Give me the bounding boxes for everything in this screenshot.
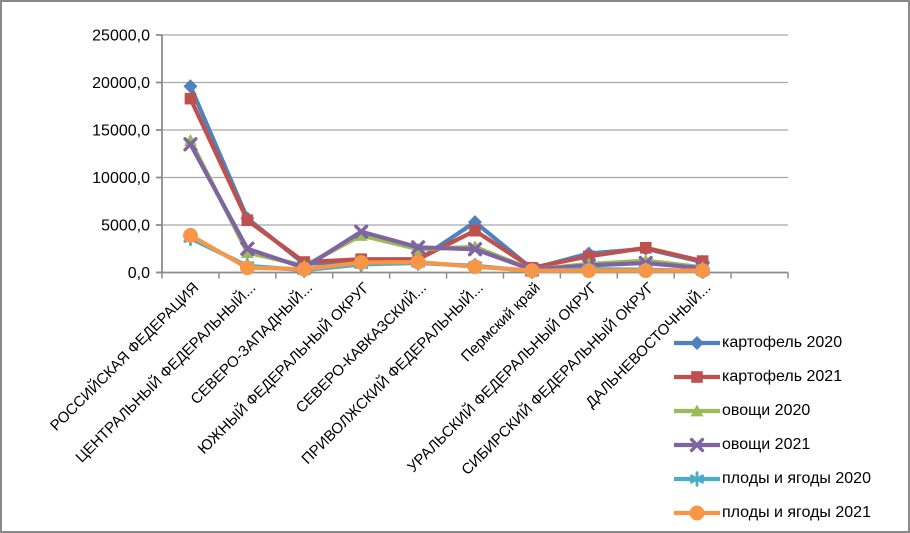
legend-label: картофель 2021 xyxy=(722,368,843,385)
y-tick-label: 25000,0 xyxy=(92,28,150,45)
y-tick-label: 5000,0 xyxy=(101,218,150,235)
triangle-marker xyxy=(690,404,704,417)
y-tick-label: 20000,0 xyxy=(92,75,150,92)
circle-marker[interactable] xyxy=(239,260,255,276)
circle-marker[interactable] xyxy=(353,255,369,270)
x-category-label: СИБИРСКИЙ ФЕДЕРАЛЬНЫЙ ОКРУГ xyxy=(458,279,658,479)
circle-marker[interactable] xyxy=(524,263,540,278)
legend-item-plody-yagody-2021[interactable]: плоды и ягоды 2021 xyxy=(674,496,871,530)
legend-item-ovoshchi-2021[interactable]: овощи 2021 xyxy=(674,428,871,462)
triangle-legend-icon xyxy=(674,404,720,417)
asterisk-marker xyxy=(690,471,704,487)
square-marker xyxy=(691,371,703,383)
y-tick-label: 0,0 xyxy=(128,265,150,282)
legend: картофель 2020 картофель 2021 овощи 2020 ов… xyxy=(674,326,871,530)
x-marker xyxy=(689,437,705,453)
square-marker[interactable] xyxy=(583,250,595,263)
triangle-marker[interactable] xyxy=(240,245,254,258)
x-marker[interactable] xyxy=(240,241,255,256)
asterisk-legend-icon xyxy=(674,471,720,487)
square-marker[interactable] xyxy=(241,214,254,227)
circle-marker[interactable] xyxy=(638,263,654,278)
legend-item-kartofel-2020[interactable]: картофель 2020 xyxy=(674,326,871,360)
series-line-kartofel-2021 xyxy=(188,96,705,270)
circle-legend-icon xyxy=(674,505,720,521)
diamond-legend-icon xyxy=(674,336,720,350)
square-legend-icon xyxy=(674,371,720,383)
x-marker[interactable] xyxy=(410,240,426,255)
diamond-marker xyxy=(690,336,704,350)
y-tick-label: 15000,0 xyxy=(92,123,150,140)
legend-label: овощи 2021 xyxy=(722,436,811,453)
legend-label: плоды и ягоды 2020 xyxy=(722,470,871,487)
circle-marker[interactable] xyxy=(467,259,483,275)
legend-item-ovoshchi-2020[interactable]: овощи 2020 xyxy=(674,394,871,428)
x-marker[interactable] xyxy=(354,224,369,239)
y-tick-label: 10000,0 xyxy=(92,170,150,187)
square-marker[interactable] xyxy=(184,92,197,105)
x-marker[interactable] xyxy=(183,137,198,152)
triangle-marker[interactable] xyxy=(354,228,368,241)
circle-marker[interactable] xyxy=(581,263,597,278)
legend-item-kartofel-2021[interactable]: картофель 2021 xyxy=(674,360,871,394)
x-marker[interactable] xyxy=(467,242,483,257)
legend-item-plody-yagody-2020[interactable]: плоды и ягоды 2020 xyxy=(674,462,871,496)
legend-label: овощи 2020 xyxy=(722,402,811,419)
square-marker[interactable] xyxy=(639,242,652,254)
circle-marker[interactable] xyxy=(296,261,312,277)
circle-marker[interactable] xyxy=(410,254,426,270)
legend-label: плоды и ягоды 2021 xyxy=(722,504,871,521)
circle-marker[interactable] xyxy=(695,263,711,278)
circle-marker xyxy=(689,505,705,521)
circle-marker[interactable] xyxy=(183,228,198,243)
x-legend-icon xyxy=(674,437,720,453)
diamond-marker[interactable] xyxy=(183,79,198,94)
series-line-plody-yagody-2021 xyxy=(188,233,705,273)
square-marker[interactable] xyxy=(469,224,481,237)
series-line-ovoshchi-2021 xyxy=(188,142,705,272)
legend-label: картофель 2020 xyxy=(722,334,843,351)
